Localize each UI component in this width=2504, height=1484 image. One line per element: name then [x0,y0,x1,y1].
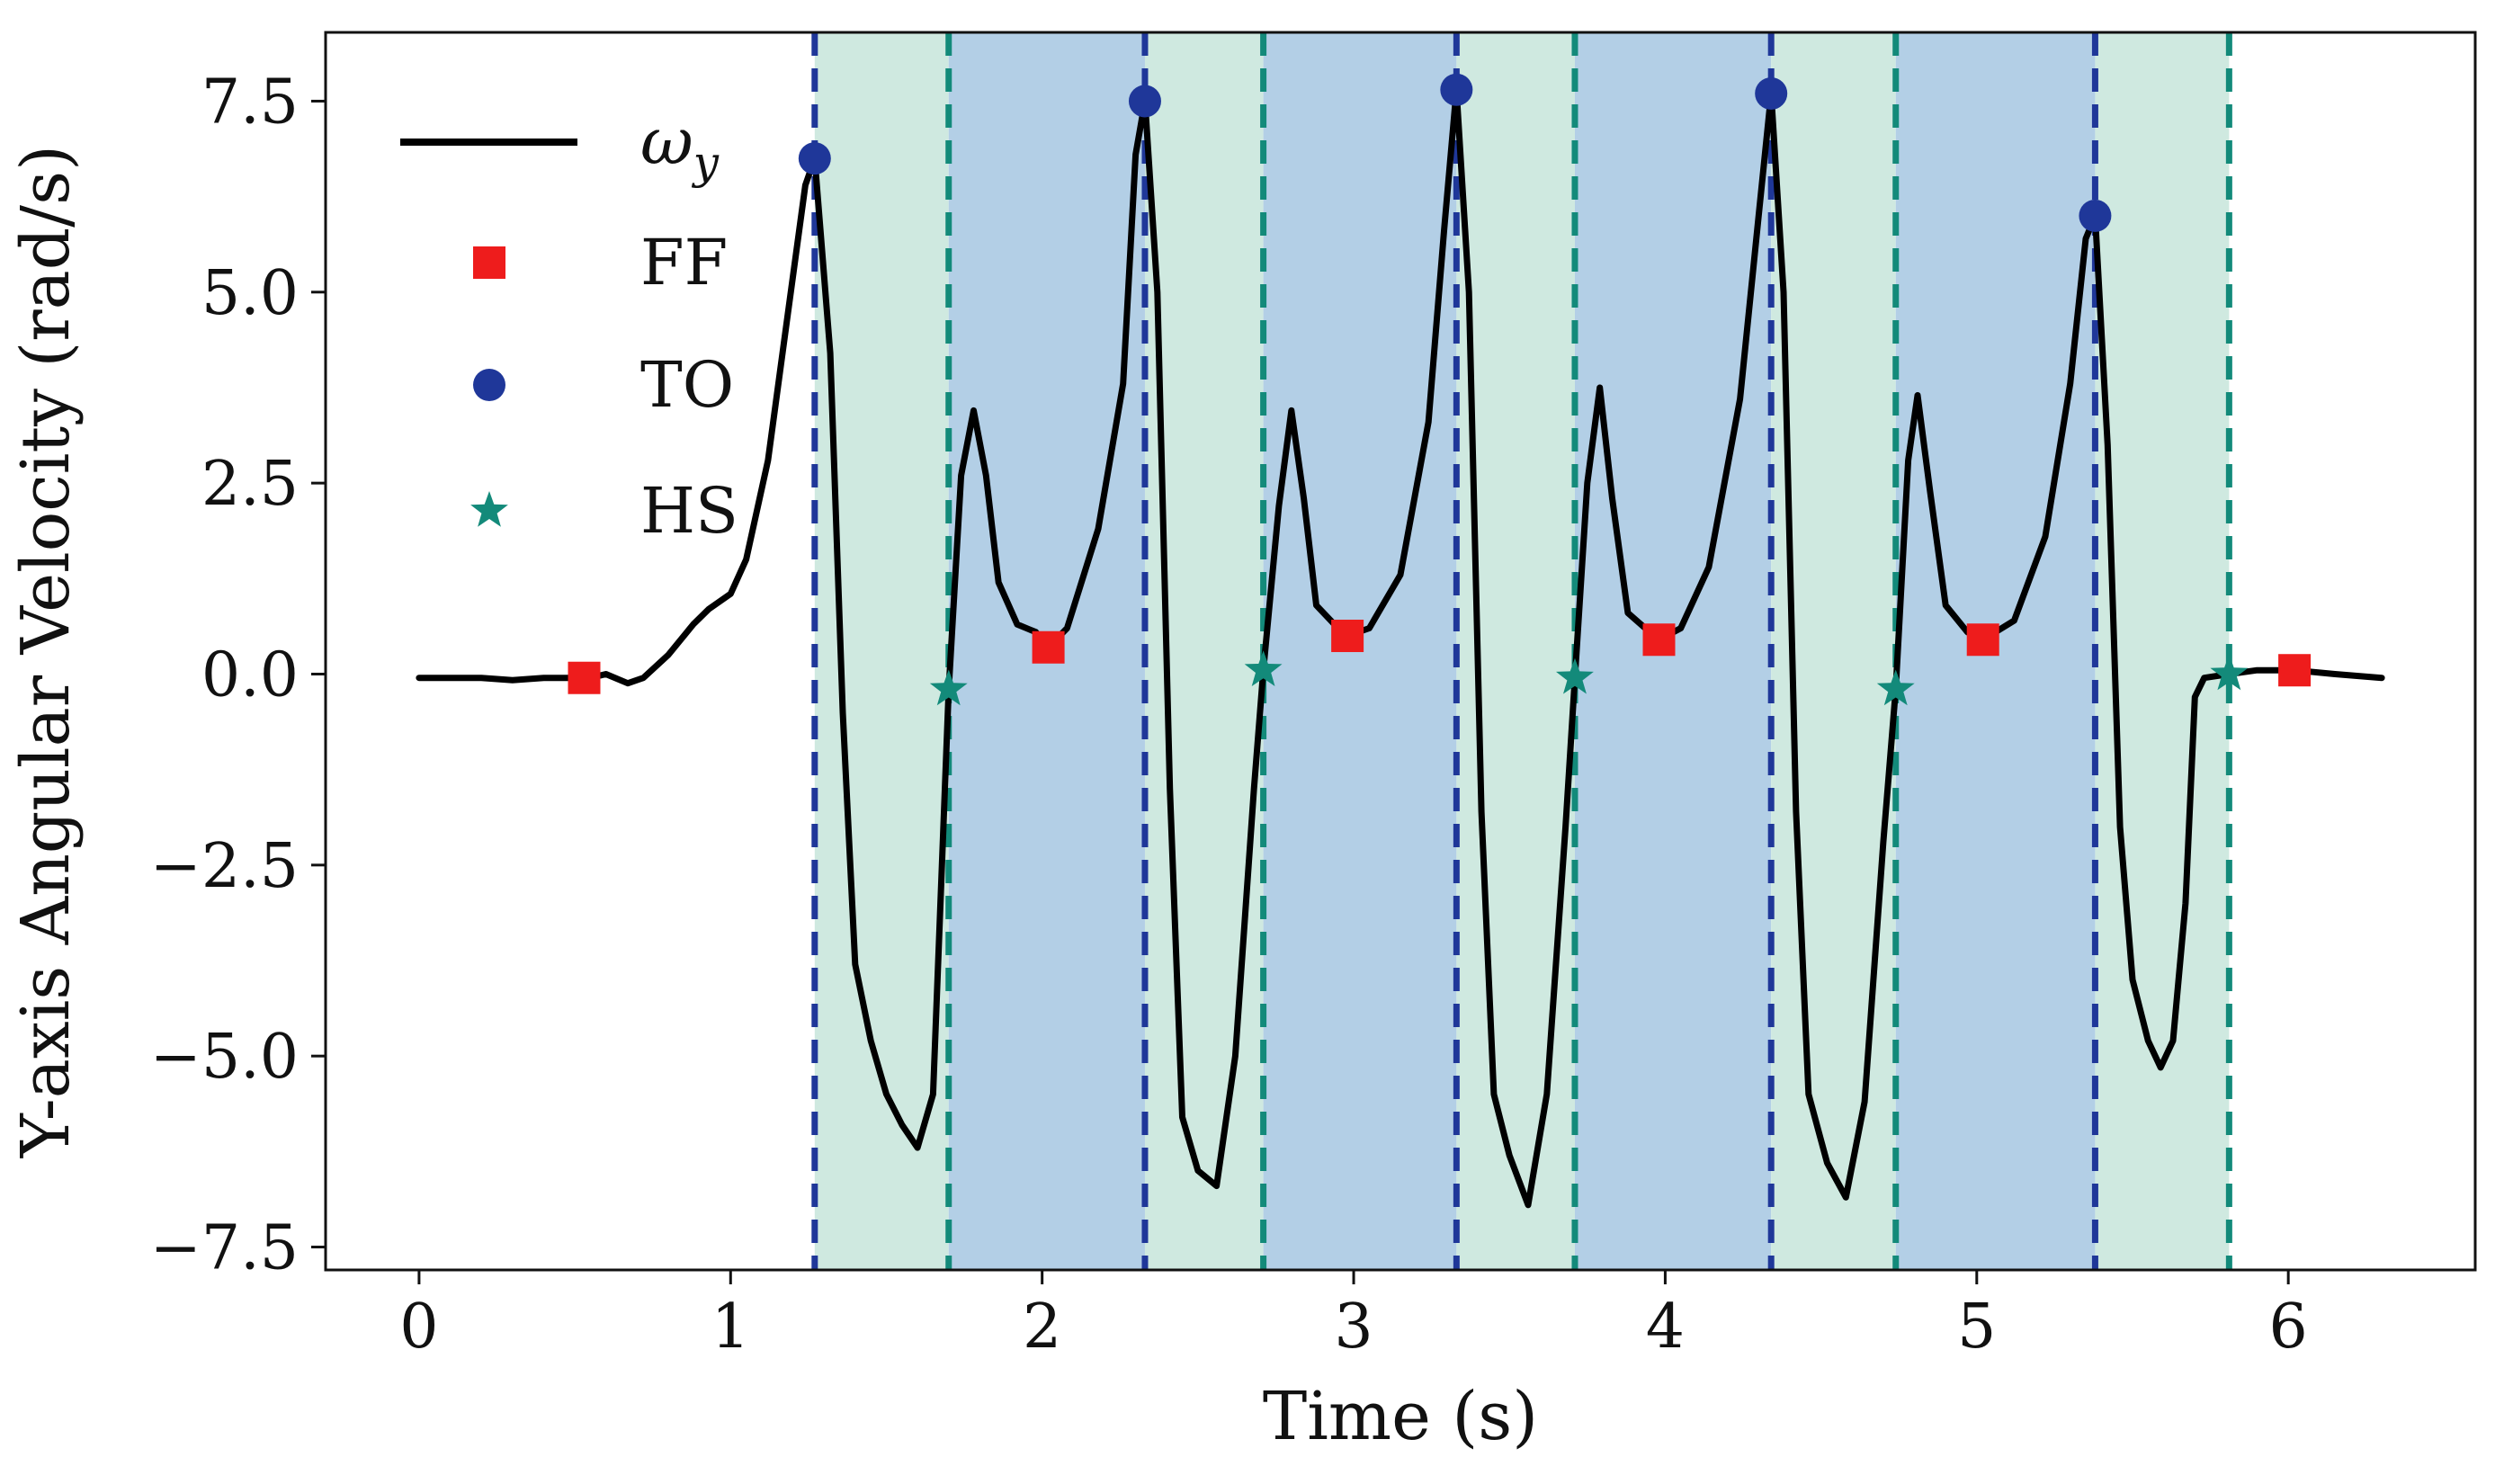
marker-to [1128,85,1161,118]
legend: ωy FF TO HS [400,103,738,548]
marker-hs [1556,657,1594,694]
y-tick-label: 0.0 [201,639,299,711]
y-axis-ticks: 7.5 5.0 2.5 0.0 −2.5 −5.0 −7.5 [150,67,326,1284]
marker-hs [1244,650,1283,686]
y-axis-label: Y-axis Angular Velocity (rad/s) [7,145,85,1158]
x-tick-label: 0 [399,1292,438,1363]
plot-frame [324,31,2477,1272]
y-tick-label: 5.0 [201,258,299,329]
legend-label-ff: FF [640,226,728,299]
x-tick-label: 1 [711,1292,750,1363]
y-tick-label: 2.5 [201,449,299,520]
legend-label-omega-y: ωy [640,103,720,189]
shaded-region [814,32,949,1270]
marker-ff [1331,620,1364,653]
shaded-regions [814,32,2230,1270]
y-tick-label: −7.5 [150,1213,299,1284]
marker-to [2079,199,2112,232]
legend-square-swatch [473,246,505,279]
marker-ff [568,661,601,694]
legend-circle-swatch [473,369,505,401]
x-tick-label: 6 [2269,1292,2308,1363]
x-axis-ticks: 0 1 2 3 4 5 6 [399,1270,2308,1363]
legend-label-hs: HS [640,474,738,548]
marker-ff [1032,630,1065,664]
y-tick-label: −2.5 [150,831,299,902]
shaded-region [1456,32,1575,1270]
x-tick-label: 4 [1646,1292,1685,1363]
series-line-omega-y [416,86,2385,1209]
y-tick-label: −5.0 [150,1022,299,1093]
marker-to [798,142,831,175]
series-lines [416,86,2385,1209]
shaded-region [1144,32,1264,1270]
x-tick-label: 5 [1957,1292,1996,1363]
legend-star-swatch [470,491,508,527]
marker-ff [1642,623,1676,657]
x-tick-label: 3 [1334,1292,1373,1363]
marker-to [1755,76,1788,110]
marker-hs [929,669,968,706]
x-axis-label: Time (s) [1263,1378,1538,1455]
x-tick-label: 2 [1023,1292,1061,1363]
marker-hs [2210,654,2249,691]
marker-ff [2278,654,2312,687]
marker-hs [1876,669,1915,706]
marker-ff [1966,623,1999,657]
legend-label-to: TO [640,348,734,422]
marker-to [1440,73,1473,106]
event-markers [568,73,2312,706]
y-tick-label: 7.5 [201,67,299,138]
legend-label-subscript: y [692,137,720,189]
